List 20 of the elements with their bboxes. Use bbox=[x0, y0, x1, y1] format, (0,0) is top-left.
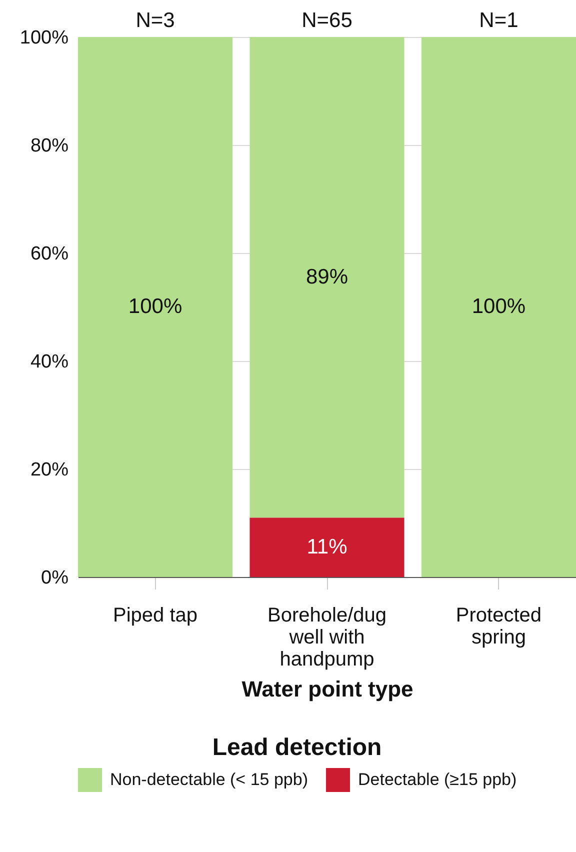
y-tick-label: 0% bbox=[41, 568, 69, 588]
x-axis-title: Water point type bbox=[242, 676, 414, 702]
data-label: 100% bbox=[472, 295, 526, 318]
annotation: N=3 bbox=[136, 9, 175, 32]
y-tick-label: 20% bbox=[30, 460, 69, 480]
y-tick-label: 100% bbox=[20, 28, 69, 48]
x-tick-label: Borehole/dug well with handpump bbox=[268, 604, 386, 670]
legend-label: Non-detectable (< 15 ppb) bbox=[110, 770, 308, 789]
y-tick-label: 60% bbox=[30, 244, 69, 264]
x-tick-label: Protected spring bbox=[456, 604, 542, 648]
legend-label: Detectable (≥15 ppb) bbox=[358, 770, 517, 789]
legend-title: Lead detection bbox=[212, 734, 382, 761]
data-label: 89% bbox=[306, 265, 348, 288]
annotation: N=65 bbox=[302, 9, 352, 32]
y-tick-label: 40% bbox=[30, 352, 69, 372]
data-label: 11% bbox=[306, 535, 348, 558]
data-label: 100% bbox=[128, 295, 182, 318]
y-tick-label: 80% bbox=[30, 136, 69, 156]
annotation: N=1 bbox=[479, 9, 518, 32]
x-tick-label: Piped tap bbox=[113, 604, 198, 626]
